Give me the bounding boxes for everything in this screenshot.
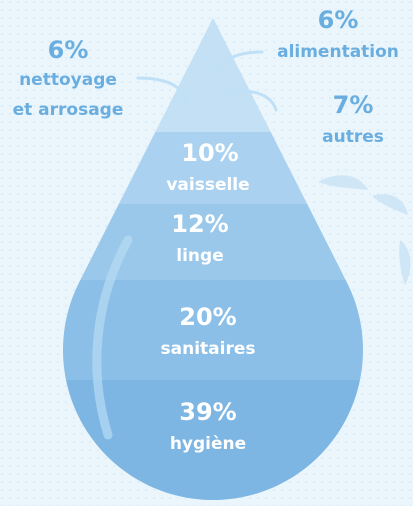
percent: 20% (179, 303, 236, 331)
label: nettoyage (19, 70, 117, 90)
percent: 6% (318, 6, 359, 34)
infographic: 6% nettoyage et arrosage 6% alimentation… (0, 0, 413, 506)
label: vaisselle (166, 175, 249, 195)
percent: 7% (333, 91, 374, 119)
label: alimentation (277, 42, 399, 62)
label: linge (176, 246, 223, 266)
percent: 39% (179, 398, 236, 426)
label: sanitaires (161, 339, 256, 359)
percent: 12% (171, 210, 228, 238)
label: hygiène (170, 434, 246, 454)
label: et arrosage (13, 100, 124, 120)
label: autres (322, 127, 384, 147)
percent: 10% (181, 139, 238, 167)
percent: 6% (48, 36, 89, 64)
